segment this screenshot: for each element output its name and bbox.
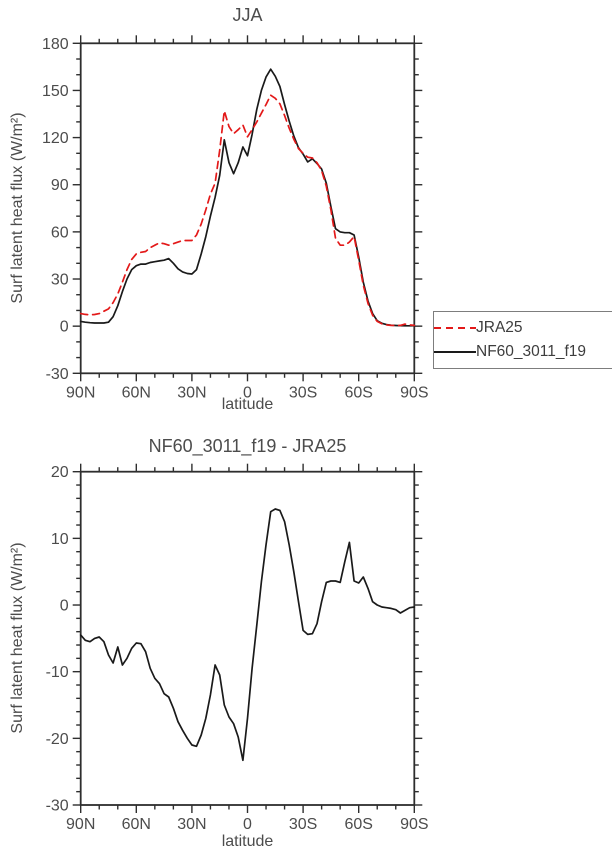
y-tick-label: -30 bbox=[46, 798, 69, 815]
top-chart: 90N 60N 30N 0 30S 60S 90S -30 0 30 60 90 120 150 180 bbox=[42, 35, 429, 401]
legend-entry-jra25: JRA25 bbox=[434, 320, 612, 336]
x-tick-label: 60N bbox=[122, 384, 151, 401]
x-tick-label: 0 bbox=[243, 384, 252, 401]
x-tick-label: 60S bbox=[344, 816, 372, 833]
x-tick-label: 30S bbox=[289, 384, 317, 401]
bottom-chart-ylabel: Surf latent heat flux (W/m²) bbox=[9, 542, 26, 733]
bottom-chart-title: NF60_3011_f19 - JRA25 bbox=[149, 436, 347, 457]
x-tick-label: 90N bbox=[66, 816, 95, 833]
legend-label-jra25: JRA25 bbox=[476, 319, 523, 337]
y-tick-label: 30 bbox=[51, 272, 69, 289]
y-tick-label: 60 bbox=[51, 224, 69, 241]
top-chart-ylabel: Surf latent heat flux (W/m²) bbox=[9, 112, 26, 303]
chart-frame bbox=[79, 470, 416, 806]
nf60-3011-f19-jra25-curve bbox=[79, 508, 416, 762]
x-tick-label: 90N bbox=[66, 384, 95, 401]
x-tick-label: 0 bbox=[243, 816, 252, 833]
legend-entry-nf60: NF60_3011_f19 bbox=[434, 344, 612, 360]
x-tick-label: 90S bbox=[400, 816, 428, 833]
x-tick-label: 30N bbox=[177, 384, 206, 401]
y-tick-label: 90 bbox=[51, 177, 69, 194]
bottom-chart: 90N 60N 30N 0 30S 60S 90S -30 -20 -10 0 10 20 bbox=[46, 463, 429, 833]
bottom-chart-xlabel: latitude bbox=[222, 833, 274, 850]
x-tick-label: 60S bbox=[344, 384, 372, 401]
x-tick-label: 60N bbox=[122, 816, 151, 833]
y-tick-label: -20 bbox=[46, 731, 69, 748]
y-tick-label: 20 bbox=[51, 464, 69, 481]
top-chart-title: JJA bbox=[232, 5, 262, 25]
jra25-dashed-line-icon bbox=[434, 327, 476, 330]
y-tick-label: -10 bbox=[46, 664, 69, 681]
jra25-curve bbox=[79, 94, 416, 327]
chart-frame bbox=[79, 42, 416, 375]
x-tick-label: 90S bbox=[400, 384, 428, 401]
y-tick-label: 0 bbox=[60, 598, 69, 615]
x-tick-label: 30S bbox=[289, 816, 317, 833]
top-chart-xlabel: latitude bbox=[222, 396, 274, 413]
nf60-solid-line-icon bbox=[434, 350, 476, 353]
x-tick-label: 30N bbox=[177, 816, 206, 833]
y-tick-label: 120 bbox=[42, 130, 69, 147]
y-tick-label: 10 bbox=[51, 531, 69, 548]
legend: JRA25 NF60_3011_f19 bbox=[433, 311, 612, 369]
legend-label-nf60: NF60_3011_f19 bbox=[476, 343, 587, 361]
y-tick-label: 180 bbox=[42, 36, 69, 53]
y-tick-label: -30 bbox=[46, 366, 69, 383]
y-tick-label: 150 bbox=[42, 83, 69, 100]
y-tick-label: 0 bbox=[60, 319, 69, 336]
